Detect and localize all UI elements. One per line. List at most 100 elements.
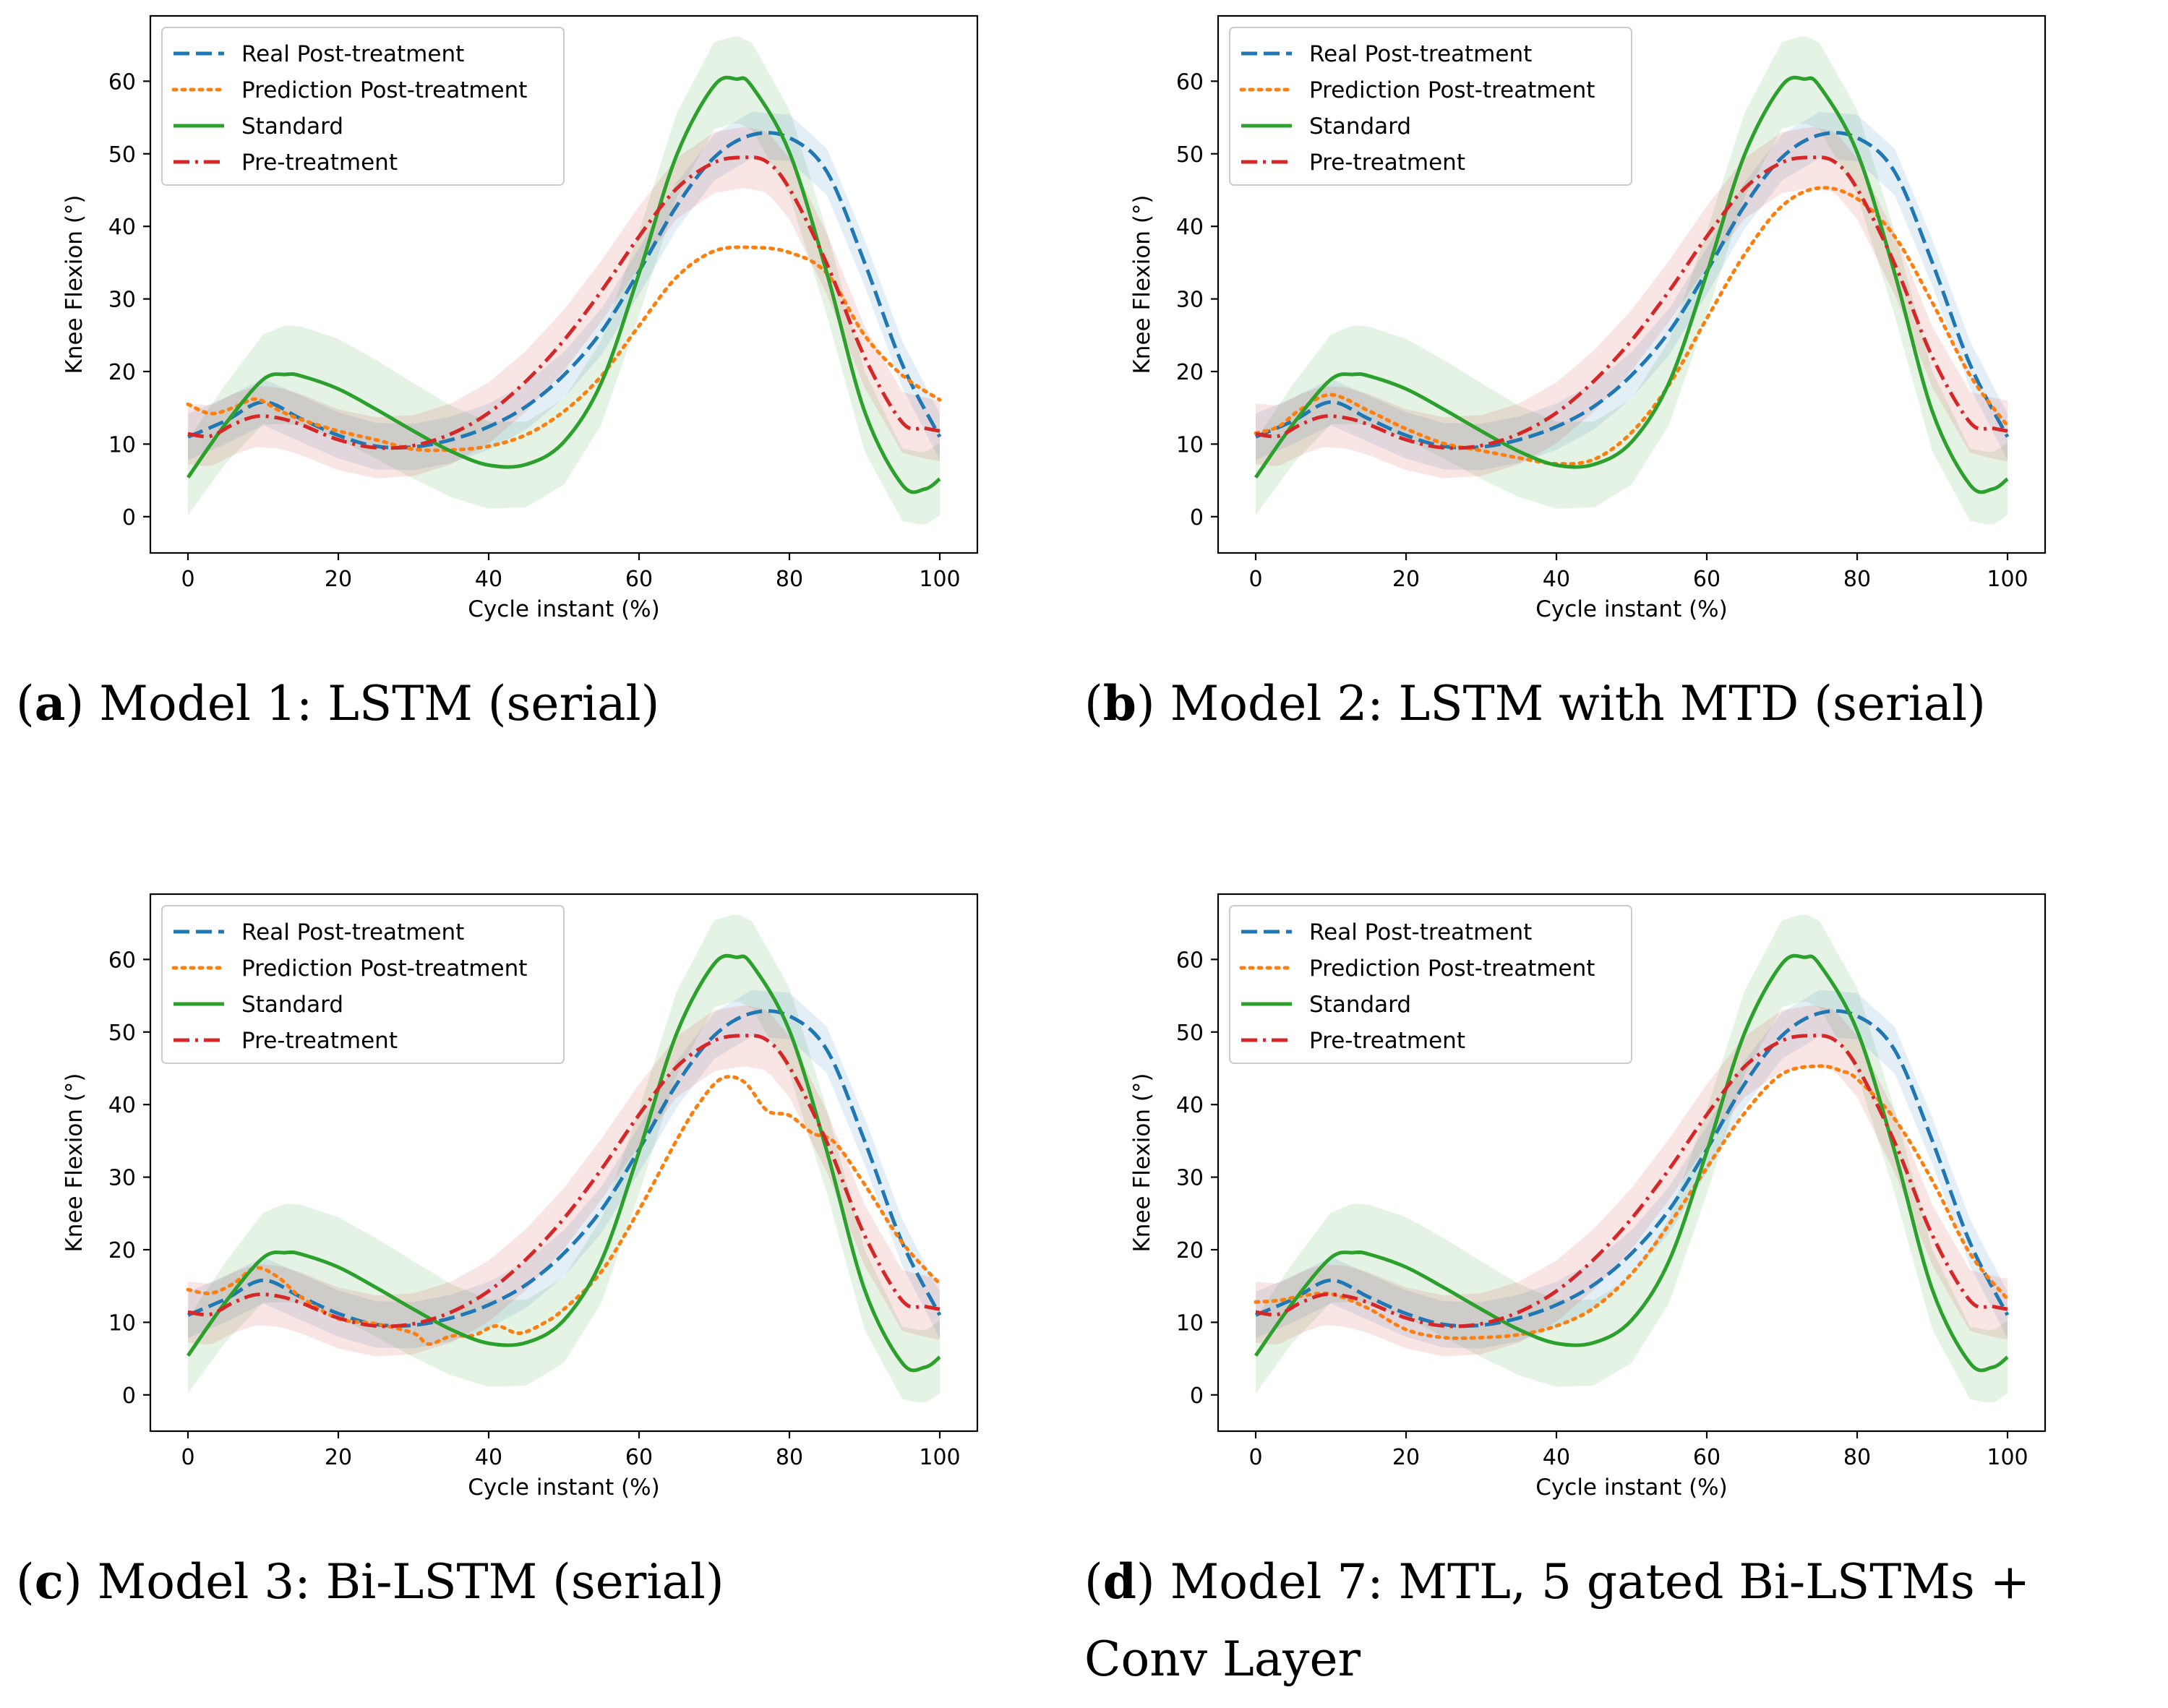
chart-c: 0 20 40 60 80 100 0 10 20 30 40 50 60 Cycle instant (…: [61, 893, 979, 1501]
y-tick-label-d: 50: [1176, 1021, 1204, 1046]
plot-area-b: [1254, 36, 2010, 525]
y-axis-label-b: Knee Flexion (°): [1129, 194, 1155, 374]
legend-label-real-post-treatment-a: Real Post-treatment: [241, 41, 464, 67]
chart-d: 0 20 40 60 80 100 0 10 20 30 40 50 60 Cycle instant (…: [1129, 893, 2047, 1501]
legend-box-d: [1229, 905, 1632, 1064]
legend-label-prediction-post-treatment-b: Prediction Post-treatment: [1309, 77, 1595, 103]
legend-c: Real Post-treatment Prediction Post-treat…: [161, 905, 565, 1064]
x-axis-label-d: Cycle instant (%): [1535, 1475, 1727, 1501]
x-tick-label-b: 0: [1248, 567, 1262, 592]
legend-label-standard-d: Standard: [1309, 992, 1411, 1018]
x-axis-label-c: Cycle instant (%): [468, 1475, 659, 1501]
band-standard-c: [188, 914, 940, 1403]
legend-b: Real Post-treatment Prediction Post-treat…: [1229, 27, 1632, 186]
series-prediction-post-treatment-d: [1254, 1064, 2010, 1340]
y-tick-label-d: 10: [1176, 1310, 1204, 1336]
series-standard-a: [186, 75, 941, 494]
series-pre-treatment-d: [1255, 1034, 2008, 1329]
band-standard-d: [1256, 914, 2008, 1403]
y-tick-label-a: 0: [122, 505, 136, 531]
x-tick-label-a: 80: [776, 567, 803, 592]
x-tick-label-a: 40: [475, 567, 502, 592]
y-axis-label-c: Knee Flexion (°): [61, 1073, 87, 1252]
band-pre-treatment-b: [1256, 127, 2008, 479]
y-tick-label-d: 20: [1176, 1238, 1204, 1263]
caption-d: (d) Model 7: MTL, 5 gated Bi-LSTMs + Con…: [1084, 1553, 2031, 1687]
y-tick-label-b: 60: [1176, 69, 1204, 95]
legend-label-prediction-post-treatment-c: Prediction Post-treatment: [241, 956, 527, 982]
y-axis-label-d: Knee Flexion (°): [1129, 1073, 1155, 1252]
y-tick-label-c: 60: [108, 948, 136, 973]
legend-label-pre-treatment-c: Pre-treatment: [241, 1028, 398, 1054]
x-tick-label-d: 20: [1392, 1445, 1420, 1470]
y-axis-label-a: Knee Flexion (°): [61, 194, 87, 374]
legend-label-prediction-post-treatment-a: Prediction Post-treatment: [241, 77, 527, 103]
axes-frame-b: [1217, 14, 2047, 554]
x-tick-label-c: 80: [776, 1445, 803, 1470]
x-tick-label-d: 0: [1248, 1445, 1262, 1470]
series-real-post-treatment-b: [1255, 131, 2010, 450]
y-tick-label-b: 0: [1190, 505, 1204, 531]
x-tick-label-b: 80: [1843, 567, 1871, 592]
plot-area-a: [186, 36, 942, 525]
y-tick-label-b: 20: [1176, 360, 1204, 385]
y-tick-label-b: 50: [1176, 142, 1204, 168]
axes-frame-d: [1217, 893, 2047, 1433]
band-pre-treatment-c: [188, 1005, 940, 1357]
y-tick-label-c: 20: [108, 1238, 136, 1263]
y-tick-label-c: 50: [108, 1021, 136, 1046]
legend-label-pre-treatment-d: Pre-treatment: [1309, 1028, 1465, 1054]
series-real-post-treatment-c: [187, 1009, 942, 1328]
band-pre-treatment-d: [1256, 1005, 2008, 1357]
series-prediction-post-treatment-b: [1254, 186, 2010, 466]
series-real-post-treatment-a: [187, 131, 942, 450]
caption-a: (a) Model 1: LSTM (serial): [16, 675, 660, 731]
x-tick-label-d: 60: [1693, 1445, 1721, 1470]
x-axis-label-b: Cycle instant (%): [1535, 596, 1727, 622]
series-pre-treatment-a: [187, 155, 941, 450]
x-tick-label-a: 60: [625, 567, 653, 592]
x-tick-label-b: 40: [1543, 567, 1570, 592]
y-tick-label-a: 40: [108, 215, 136, 240]
series-standard-d: [1254, 953, 2009, 1373]
legend-box-a: [161, 27, 565, 186]
y-tick-label-b: 30: [1176, 288, 1204, 313]
y-tick-label-a: 10: [108, 432, 136, 458]
series-prediction-post-treatment-a: [186, 245, 942, 452]
legend-label-standard-b: Standard: [1309, 113, 1411, 140]
series-standard-c: [186, 953, 941, 1373]
band-pre-treatment-a: [188, 127, 940, 479]
legend-label-pre-treatment-a: Pre-treatment: [241, 150, 398, 176]
chart-b: 0 20 40 60 80 100 0 10 20 30 40 50 60 Cycle instant (…: [1129, 14, 2047, 622]
caption-c: (c) Model 3: Bi-LSTM (serial): [16, 1553, 724, 1610]
x-axis-label-a: Cycle instant (%): [468, 596, 659, 622]
legend-a: Real Post-treatment Prediction Post-treat…: [161, 27, 565, 186]
legend-label-pre-treatment-b: Pre-treatment: [1309, 150, 1465, 176]
band-standard-a: [188, 36, 940, 525]
y-tick-label-a: 30: [108, 288, 136, 313]
y-tick-label-a: 50: [108, 142, 136, 168]
plot-area-d: [1254, 914, 2010, 1403]
y-tick-label-c: 40: [108, 1093, 136, 1118]
plot-area-c: [186, 914, 942, 1403]
x-tick-label-b: 20: [1392, 567, 1420, 592]
y-tick-label-d: 30: [1176, 1166, 1204, 1191]
series-prediction-post-treatment-c: [186, 1075, 942, 1346]
x-tick-label-b: 60: [1693, 567, 1721, 592]
x-tick-label-d: 40: [1543, 1445, 1570, 1470]
series-real-post-treatment-d: [1255, 1009, 2010, 1328]
axes-frame-c: [149, 893, 979, 1433]
x-tick-label-a: 100: [919, 567, 960, 592]
y-tick-label-d: 60: [1176, 948, 1204, 973]
x-tick-label-c: 100: [919, 1445, 960, 1470]
legend-label-standard-a: Standard: [241, 113, 343, 140]
axes-frame-a: [149, 14, 979, 554]
legend-label-standard-c: Standard: [241, 992, 343, 1018]
caption-b: (b) Model 2: LSTM with MTD (serial): [1084, 675, 1986, 731]
x-tick-label-d: 100: [1987, 1445, 2028, 1470]
x-tick-label-a: 20: [325, 567, 352, 592]
x-tick-label-a: 0: [181, 567, 194, 592]
x-tick-label-c: 20: [325, 1445, 352, 1470]
y-tick-label-d: 40: [1176, 1093, 1204, 1118]
